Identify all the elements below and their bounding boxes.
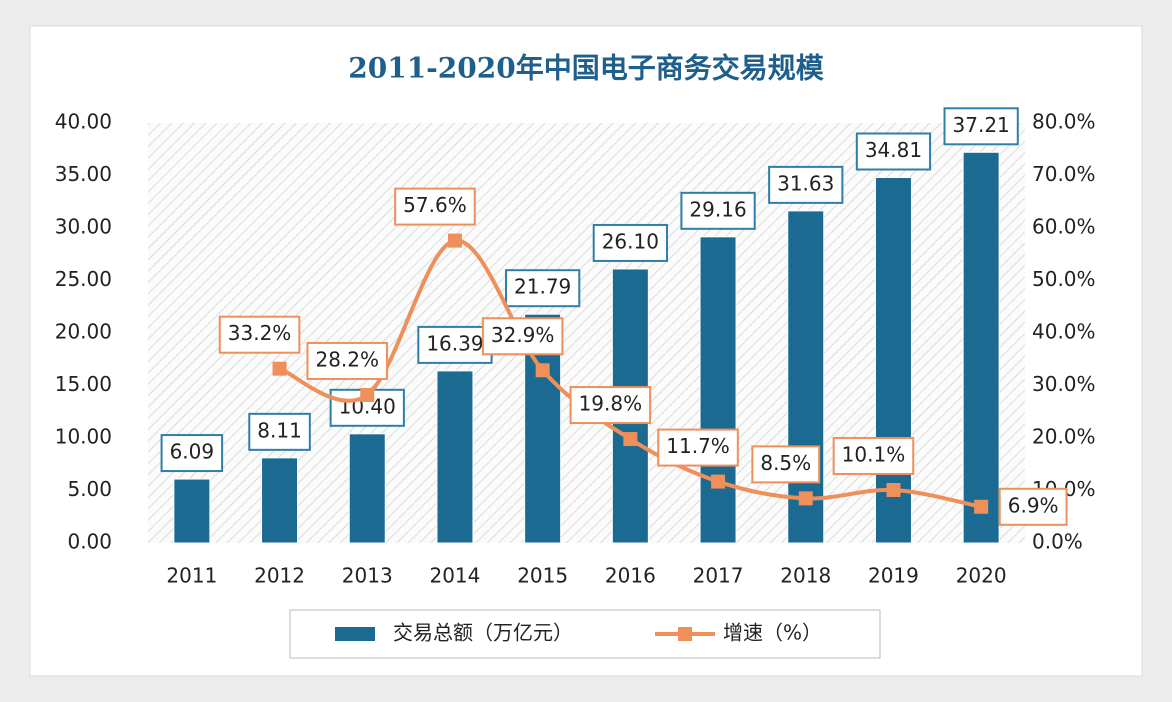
bar-value-label: 34.81 bbox=[865, 138, 922, 162]
line-marker bbox=[360, 387, 375, 402]
legend-label: 增速（%） bbox=[723, 621, 822, 645]
bar-value-label-box bbox=[943, 107, 1019, 146]
line-value-label-box bbox=[751, 445, 821, 484]
bar bbox=[436, 370, 474, 544]
x-tick-label: 2011 bbox=[166, 564, 217, 588]
bar-value-label: 37.21 bbox=[953, 113, 1010, 137]
line-marker bbox=[272, 361, 287, 376]
bar-value-label: 29.16 bbox=[689, 197, 746, 221]
line-value-label-box bbox=[481, 317, 564, 356]
x-tick-label: 2016 bbox=[605, 564, 656, 588]
line-value-label-box bbox=[569, 386, 652, 425]
bar bbox=[962, 151, 1000, 544]
line-marker bbox=[974, 499, 989, 514]
line-marker bbox=[447, 233, 462, 248]
line-value-label: 28.2% bbox=[315, 347, 379, 371]
x-tick-label: 2015 bbox=[517, 564, 568, 588]
legend-swatch bbox=[335, 627, 375, 641]
line-value-label-box bbox=[998, 487, 1068, 526]
x-tick-label: 2017 bbox=[693, 564, 744, 588]
y-tick-label: 5.00 bbox=[67, 477, 112, 501]
line-marker bbox=[535, 363, 550, 378]
bar-value-label-box bbox=[855, 132, 932, 171]
line-value-label-box bbox=[832, 436, 915, 475]
x-tick-label: 2018 bbox=[780, 564, 831, 588]
x-tick-label: 2012 bbox=[254, 564, 305, 588]
y-tick-label: 0.00 bbox=[67, 530, 112, 554]
y2-tick-label: 0.0% bbox=[1032, 530, 1083, 554]
y2-tick-label: 60.0% bbox=[1032, 215, 1096, 239]
bar bbox=[173, 478, 211, 544]
bar-value-label: 6.09 bbox=[170, 440, 215, 464]
y2-tick-label: 30.0% bbox=[1032, 372, 1096, 396]
y2-tick-label: 40.0% bbox=[1032, 320, 1096, 344]
bar-value-label-box bbox=[505, 269, 581, 308]
x-tick-label: 2020 bbox=[956, 564, 1007, 588]
chart-title: 2011-2020年中国电子商务交易规模 bbox=[348, 52, 824, 85]
line-value-label: 19.8% bbox=[579, 392, 643, 416]
line-value-label-box bbox=[218, 315, 301, 354]
y-tick-label: 30.00 bbox=[55, 215, 112, 239]
bar-value-label: 21.79 bbox=[514, 275, 571, 299]
bar-value-label-box bbox=[160, 434, 224, 473]
bar-value-label-box bbox=[768, 165, 844, 204]
bar bbox=[261, 457, 299, 544]
bar-value-label-box bbox=[592, 223, 668, 262]
y2-tick-label: 50.0% bbox=[1032, 267, 1096, 291]
x-tick-label: 2019 bbox=[868, 564, 919, 588]
bar-value-label: 8.11 bbox=[257, 418, 302, 442]
line-value-label: 11.7% bbox=[666, 434, 730, 458]
bar bbox=[699, 236, 737, 544]
y2-tick-label: 80.0% bbox=[1032, 110, 1096, 134]
bar-value-label-box bbox=[248, 412, 311, 451]
line-marker bbox=[623, 432, 638, 447]
line-value-label-box bbox=[657, 428, 739, 467]
y-tick-label: 25.00 bbox=[55, 267, 112, 291]
y-tick-label: 15.00 bbox=[55, 372, 112, 396]
y-tick-label: 20.00 bbox=[55, 320, 112, 344]
line-value-label: 33.2% bbox=[228, 321, 292, 345]
legend-label: 交易总额（万亿元） bbox=[393, 621, 573, 645]
line-value-label: 10.1% bbox=[842, 442, 906, 466]
bar-value-label-box bbox=[680, 191, 756, 230]
legend-swatch-marker bbox=[678, 627, 692, 641]
line-value-label-box bbox=[394, 187, 476, 226]
line-value-label: 32.9% bbox=[491, 323, 555, 347]
line-marker bbox=[711, 474, 726, 489]
bar bbox=[874, 176, 912, 544]
y2-tick-label: 70.0% bbox=[1032, 162, 1096, 186]
line-marker bbox=[886, 482, 901, 497]
bar-value-label: 31.63 bbox=[777, 171, 834, 195]
bar-value-label-box bbox=[417, 325, 493, 364]
y-tick-label: 35.00 bbox=[55, 162, 112, 186]
line-value-label-box bbox=[306, 341, 389, 380]
x-tick-label: 2014 bbox=[429, 564, 480, 588]
bar-value-label: 16.39 bbox=[426, 331, 483, 355]
bar bbox=[787, 210, 825, 544]
line-marker bbox=[798, 491, 813, 506]
line-value-label: 57.6% bbox=[403, 193, 467, 217]
line-value-label: 8.5% bbox=[760, 451, 811, 475]
line-value-label: 6.9% bbox=[1008, 493, 1059, 517]
bar-value-label: 26.10 bbox=[602, 229, 659, 253]
y2-tick-label: 20.0% bbox=[1032, 425, 1096, 449]
legend bbox=[289, 609, 881, 659]
y-tick-label: 40.00 bbox=[55, 110, 112, 134]
bar bbox=[348, 433, 386, 544]
x-tick-label: 2013 bbox=[342, 564, 393, 588]
y-tick-label: 10.00 bbox=[55, 425, 112, 449]
